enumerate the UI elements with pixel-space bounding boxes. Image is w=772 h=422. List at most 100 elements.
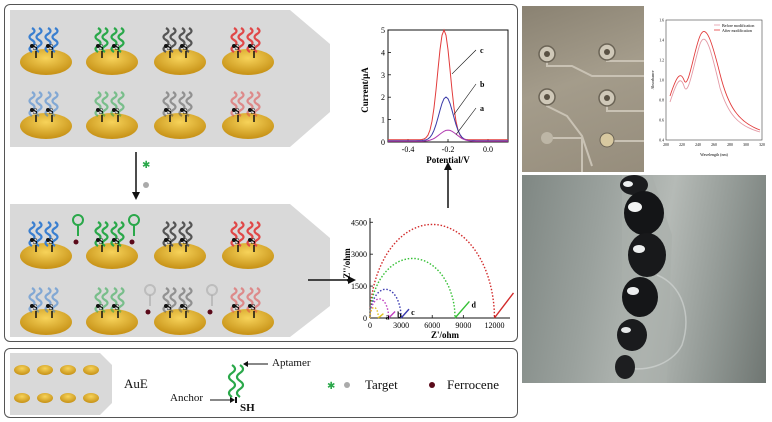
nyquist-semicircle-a (369, 306, 379, 318)
aptamer-strand (51, 91, 59, 117)
aptamer-strand (162, 287, 170, 313)
nyquist-xlabel: Z'/ohm (431, 330, 460, 340)
uv-ytick-label: 0.6 (659, 119, 664, 123)
gold-electrode (222, 113, 274, 139)
thiol-s-label: S (183, 107, 188, 116)
nyquist-semicircle-d (369, 257, 456, 319)
ferrocene-dot (164, 44, 168, 48)
aptamer-strand (178, 221, 186, 247)
aptamer-strand (169, 91, 177, 117)
dpv-ytick-label: 5 (381, 26, 385, 35)
thiol-s-label: S (167, 303, 172, 312)
electrode-photo (522, 6, 644, 172)
legend-aue-panel (10, 353, 112, 415)
ferrocene-dot (112, 108, 116, 112)
nyquist-tail-e (493, 292, 515, 319)
thiol-s-label: S (49, 237, 54, 246)
ferrocene-dot (96, 238, 100, 242)
dpv-xtick-label: -0.4 (402, 145, 415, 154)
ferrocene-dot (248, 44, 252, 48)
ferrocene-dot (248, 108, 252, 112)
thiol-s-label: S (99, 303, 104, 312)
nyquist-series-label: b (397, 311, 402, 320)
dpv-callout (451, 49, 477, 75)
ferrocene-dot (96, 44, 100, 48)
legend-gold-electrode (83, 393, 99, 403)
aptamer-strand (237, 91, 245, 117)
aptamer-strand (253, 287, 261, 313)
legend-aptamer-label: Aptamer (272, 357, 311, 369)
ferrocene-dot (180, 44, 184, 48)
legend-anchor-label: Anchor (170, 392, 203, 404)
dpv-ytick-label: 4 (381, 48, 385, 57)
ferrocene-dot (232, 108, 236, 112)
aptamer-strand (230, 221, 238, 247)
legend-ferrocene-label: Ferrocene (447, 377, 499, 392)
uv-line-after (669, 31, 761, 131)
ferrocene-dot (129, 239, 135, 245)
ferrocene-dot (145, 309, 151, 315)
dpv-ytick-label: 0 (381, 138, 385, 147)
ferrocene-dot (180, 108, 184, 112)
aptamer-strand (94, 27, 102, 53)
gold-electrode (154, 243, 206, 269)
uv-ytick-label: 0.4 (659, 139, 664, 143)
aptamer-strand (94, 287, 102, 313)
thiol-s-label: S (235, 43, 240, 52)
thiol-s-label: S (33, 43, 38, 52)
nyquist-series-label: d (471, 300, 476, 309)
nyquist-xtick-label: 3000 (393, 321, 409, 330)
nyquist-series-label: c (411, 308, 415, 317)
aptamer-strand (28, 91, 36, 117)
gold-electrode (222, 243, 274, 269)
thiol-s-label: S (49, 107, 54, 116)
uv-chart: 0.4 0.6 0.8 1.0 1.2 1.4 1.6 200 220 240 260 280 300 3… (648, 14, 766, 164)
gold-electrode (154, 113, 206, 139)
target-dot-icon (344, 382, 350, 388)
aptamer-strand (253, 221, 261, 247)
aptamer-strand (246, 27, 254, 53)
gold-electrode (86, 243, 138, 269)
ferrocene-dot (112, 44, 116, 48)
nyquist-tail-a (377, 313, 384, 319)
ferrocene-dot (73, 239, 79, 245)
schematic-svg: S S S S S S S S S S S S S S S S S S S S S S S S S S S S S S S S ✱ (10, 10, 452, 337)
gold-electrode (154, 49, 206, 75)
thiol-s-label: S (99, 107, 104, 116)
aptamer-strand (185, 221, 193, 247)
thiol-s-label: S (115, 43, 120, 52)
thiol-s-label: S (251, 43, 256, 52)
ferrocene-dot (112, 238, 116, 242)
aptamer-strand (169, 287, 177, 313)
uv-xtick-label: 200 (663, 143, 669, 147)
aptamer-strand (253, 27, 261, 53)
uv-xtick-label: 220 (679, 143, 685, 147)
electrode-panel-bottom (10, 204, 330, 337)
thiol-s-label: S (33, 237, 38, 246)
aptamer-strand (185, 91, 193, 117)
aptamer-strand (101, 91, 109, 117)
ferrocene-dot (46, 238, 50, 242)
aptamer-strand (178, 287, 186, 313)
legend-gold-electrode (37, 365, 53, 375)
legend-target-label: Target (365, 377, 398, 392)
ferrocene-dot (232, 304, 236, 308)
aptamer-strand (178, 91, 186, 117)
aptamer-strand (117, 287, 125, 313)
aptamer-strand (246, 91, 254, 117)
ferrocene-dot (164, 304, 168, 308)
gold-electrode (86, 49, 138, 75)
aptamer-strand (178, 27, 186, 53)
aptamer-strand (110, 287, 118, 313)
legend-aptamer-icon (227, 364, 245, 403)
aptamer-strand (117, 221, 125, 247)
dpv-series-a (388, 129, 508, 142)
nyquist-xtick-label: 0 (368, 321, 372, 330)
aptamer-strand (51, 287, 59, 313)
thiol-s-label: S (251, 237, 256, 246)
ferrocene-dot (96, 304, 100, 308)
nyquist-semicircle-b (369, 298, 390, 319)
dpv-callout (455, 107, 477, 135)
aptamer-strand (35, 27, 43, 53)
thiol-s-label: S (167, 107, 172, 116)
